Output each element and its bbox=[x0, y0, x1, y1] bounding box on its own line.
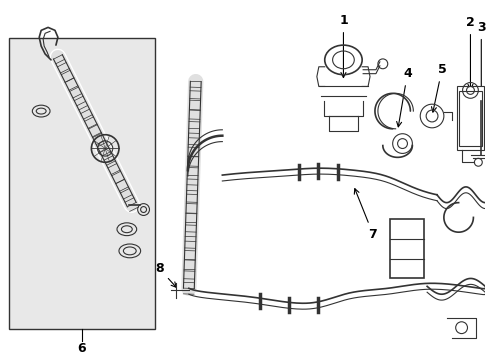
Bar bbox=[458, 91, 481, 145]
Text: 2: 2 bbox=[465, 16, 474, 89]
Text: 7: 7 bbox=[354, 189, 377, 240]
Bar bbox=[389, 219, 423, 278]
Text: 1: 1 bbox=[338, 14, 347, 77]
Text: 6: 6 bbox=[78, 342, 86, 355]
Text: 4: 4 bbox=[396, 67, 411, 127]
Bar bbox=[456, 86, 483, 150]
Text: 8: 8 bbox=[155, 262, 176, 287]
Bar bbox=[9, 38, 155, 329]
Text: 3: 3 bbox=[476, 21, 485, 112]
Text: 5: 5 bbox=[430, 63, 446, 112]
